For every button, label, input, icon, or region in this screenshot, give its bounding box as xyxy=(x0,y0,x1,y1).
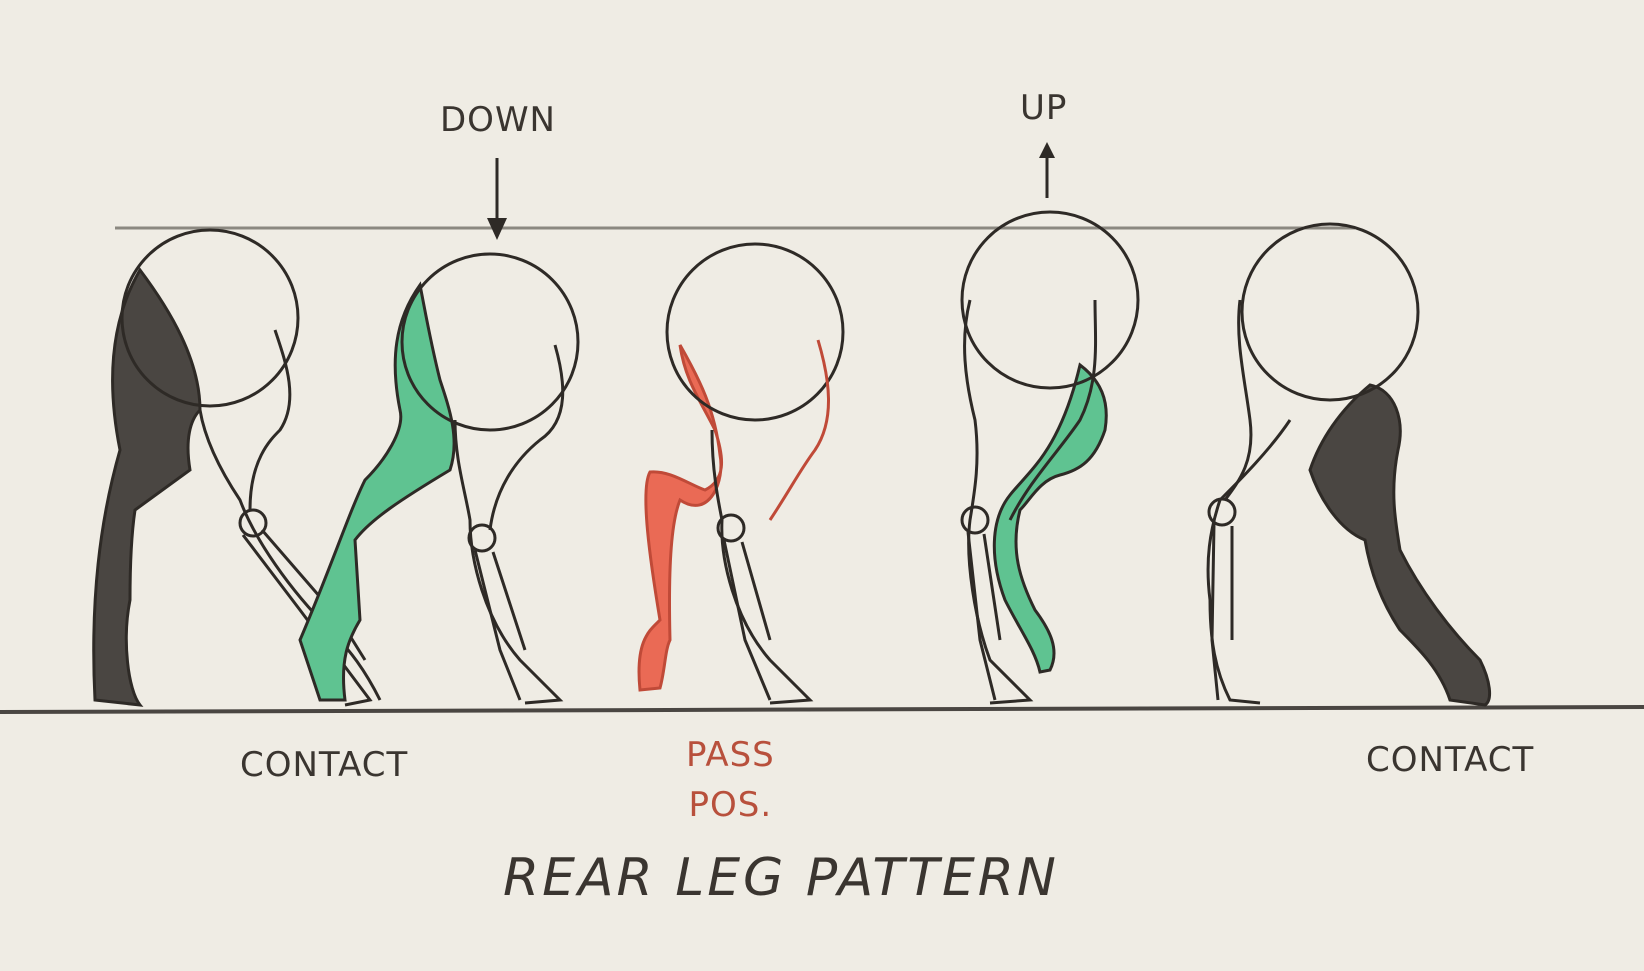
hock-joint xyxy=(1207,497,1237,527)
pass-label-line2: POS. xyxy=(688,785,773,825)
hock-joint xyxy=(960,505,990,535)
hip-circle xyxy=(120,228,300,408)
far-leg-green xyxy=(298,281,456,702)
contact-label-left: CONTACT xyxy=(240,745,409,785)
up-arrow-icon xyxy=(1039,142,1055,198)
leg-passing-position xyxy=(637,242,845,705)
pass-label-line1: PASS xyxy=(686,735,775,775)
far-leg-green xyxy=(992,362,1108,674)
hock-joint xyxy=(238,508,268,538)
leg-up xyxy=(960,210,1140,705)
down-label: DOWN xyxy=(440,100,556,140)
diagram-title: REAR LEG PATTERN xyxy=(503,848,1059,908)
pass-position-label: PASS POS. xyxy=(686,730,775,830)
far-leg-dark xyxy=(1308,383,1492,707)
hip-circle xyxy=(665,242,845,422)
up-label: UP xyxy=(1020,88,1068,128)
down-arrow-icon xyxy=(487,158,507,240)
far-leg-dark xyxy=(92,267,202,707)
ground-line xyxy=(0,705,1644,714)
hip-circle xyxy=(960,210,1140,390)
hock-joint xyxy=(716,513,746,543)
leg-contact-right xyxy=(1206,222,1492,707)
leg-down xyxy=(298,252,580,705)
far-leg-red xyxy=(637,344,724,692)
hock-joint xyxy=(467,523,497,553)
contact-label-right: CONTACT xyxy=(1366,740,1535,780)
hip-circle xyxy=(400,252,580,432)
hip-circle xyxy=(1240,222,1420,402)
